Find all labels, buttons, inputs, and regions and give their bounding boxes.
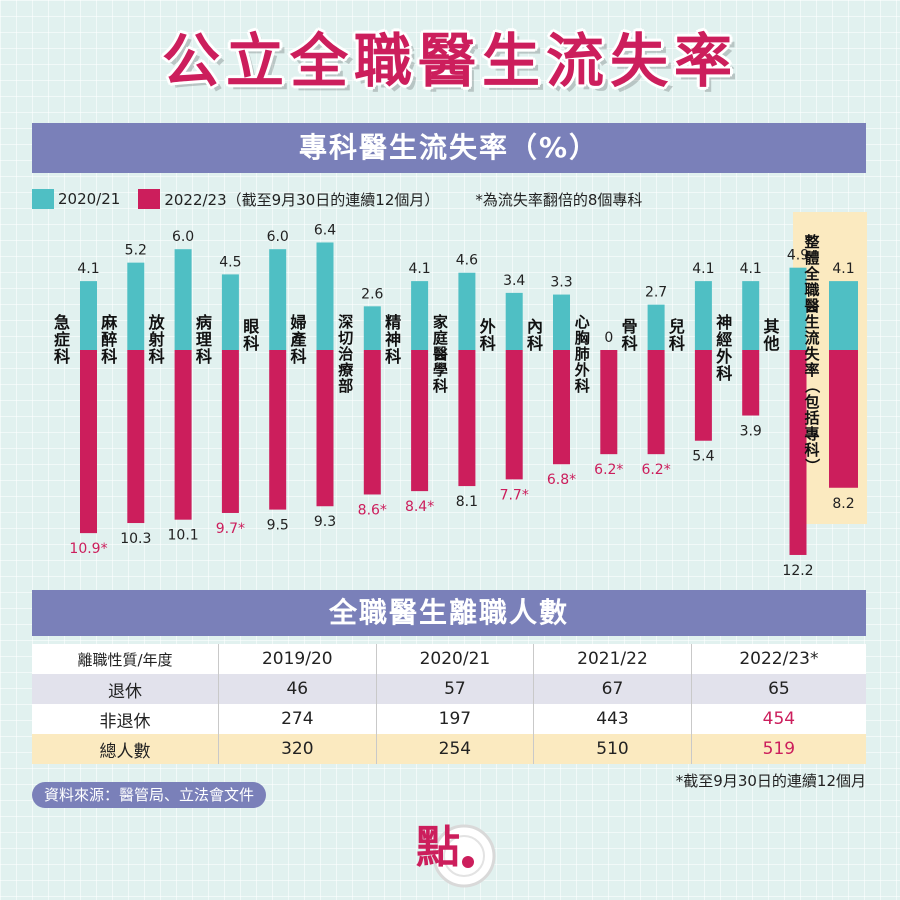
legend-swatch-2020 <box>32 189 54 209</box>
table-header-cell: 2019/20 <box>218 644 377 674</box>
table-footnote: *截至9月30日的連續12個月 <box>675 772 866 790</box>
table-row: 總人數 320 254 510 519 <box>32 734 866 764</box>
row-label: 退休 <box>32 674 219 704</box>
table-cell: 197 <box>376 704 535 734</box>
page-title: 公立全職醫生流失率 <box>161 27 738 95</box>
table-cell: 46 <box>218 674 377 704</box>
legend-label-2022: 2022/23（截至9月30日的連續12個月） <box>164 190 440 209</box>
table-header-cell: 2020/21 <box>376 644 535 674</box>
overall-rate-panel <box>793 212 867 524</box>
table-cell: 65 <box>691 674 866 704</box>
row-label: 非退休 <box>32 704 219 734</box>
legend-label-2020: 2020/21 <box>58 190 121 208</box>
table-cell: 510 <box>533 734 692 764</box>
table-banner: 全職醫生離職人數 <box>32 590 866 636</box>
table-cell: 67 <box>533 674 692 704</box>
table-cell: 320 <box>218 734 377 764</box>
departures-table: 離職性質/年度 2019/20 2020/21 2021/22 2022/23*… <box>32 644 866 764</box>
table-cell: 274 <box>218 704 377 734</box>
row-label: 總人數 <box>32 734 219 764</box>
table-cell: 519 <box>691 734 866 764</box>
legend-note: *為流失率翻倍的8個專科 <box>475 190 643 209</box>
logo-text: 點 <box>416 822 460 873</box>
logo-icon: 點 <box>416 822 496 888</box>
table-row: 退休 46 57 67 65 <box>32 674 866 704</box>
table-cell: 443 <box>533 704 692 734</box>
table-header-cell: 2021/22 <box>533 644 692 674</box>
table-cell: 254 <box>376 734 535 764</box>
chart-legend: 2020/21 2022/23（截至9月30日的連續12個月） *為流失率翻倍的… <box>32 187 660 211</box>
chart-banner: 專科醫生流失率（%） <box>32 123 866 173</box>
table-header-cell: 離職性質/年度 <box>32 644 219 674</box>
table-cell: 454 <box>691 704 866 734</box>
table-cell: 57 <box>376 674 535 704</box>
table-row: 非退休 274 197 443 454 <box>32 704 866 734</box>
legend-swatch-2022 <box>138 189 161 209</box>
source-note: 資料來源：醫管局、立法會文件 <box>32 782 267 808</box>
table-header-row: 離職性質/年度 2019/20 2020/21 2021/22 2022/23* <box>32 644 866 674</box>
table-header-cell: 2022/23* <box>691 644 866 674</box>
